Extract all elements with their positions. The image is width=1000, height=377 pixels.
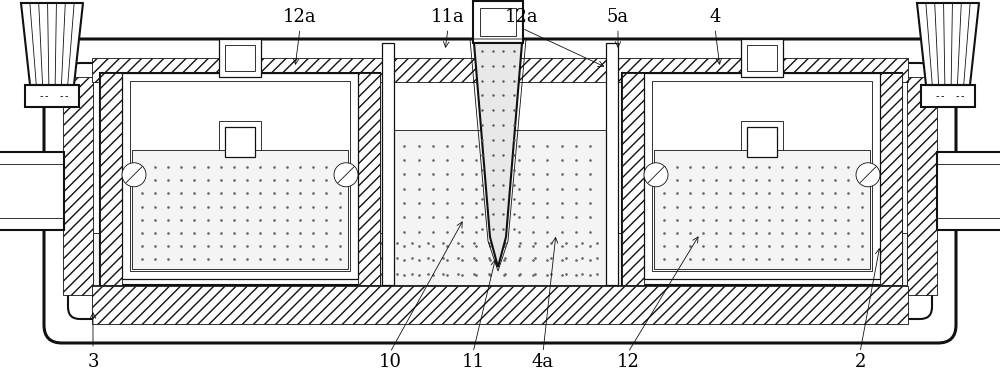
Circle shape	[644, 163, 668, 187]
Circle shape	[334, 163, 358, 187]
Text: 11a: 11a	[431, 8, 465, 26]
Text: 4: 4	[709, 8, 721, 26]
Bar	[473, 1, 523, 43]
Bar	[480, 8, 516, 36]
Bar	[219, 121, 261, 163]
Polygon shape	[917, 3, 979, 85]
Text: 5a: 5a	[607, 8, 629, 26]
Bar	[100, 73, 380, 285]
Bar	[225, 127, 255, 157]
Bar	[122, 73, 358, 279]
Bar	[741, 39, 783, 77]
Text: 12: 12	[617, 353, 639, 371]
FancyBboxPatch shape	[44, 39, 956, 343]
Bar	[747, 45, 777, 71]
Bar	[130, 81, 350, 271]
Bar	[0, 152, 64, 230]
Bar	[606, 43, 618, 285]
Bar	[747, 127, 777, 157]
Text: 12a: 12a	[505, 8, 539, 26]
Bar	[937, 152, 1000, 230]
Polygon shape	[474, 43, 522, 267]
Bar	[394, 130, 606, 285]
Bar	[225, 45, 255, 71]
Text: 4a: 4a	[532, 353, 554, 371]
Bar	[358, 73, 380, 285]
Circle shape	[856, 163, 880, 187]
Bar	[741, 121, 783, 163]
Polygon shape	[21, 3, 83, 85]
Text: 10: 10	[379, 353, 402, 371]
Text: 11: 11	[461, 353, 484, 371]
Bar	[63, 77, 93, 295]
Bar	[100, 73, 122, 285]
Bar	[132, 150, 348, 269]
Bar	[219, 39, 261, 77]
Bar	[92, 286, 908, 324]
Bar	[921, 85, 975, 107]
Bar	[644, 73, 880, 279]
Bar	[652, 81, 872, 271]
Bar	[92, 58, 908, 82]
Bar	[654, 150, 870, 269]
Bar	[880, 73, 902, 285]
Circle shape	[122, 163, 146, 187]
Bar	[382, 43, 394, 285]
Bar	[622, 73, 902, 285]
Text: 3: 3	[87, 353, 99, 371]
FancyBboxPatch shape	[68, 63, 932, 319]
Bar	[907, 77, 937, 295]
Text: 12a: 12a	[283, 8, 317, 26]
Text: 2: 2	[854, 353, 866, 371]
Bar	[622, 73, 644, 285]
Bar	[93, 233, 907, 285]
Bar	[25, 85, 79, 107]
